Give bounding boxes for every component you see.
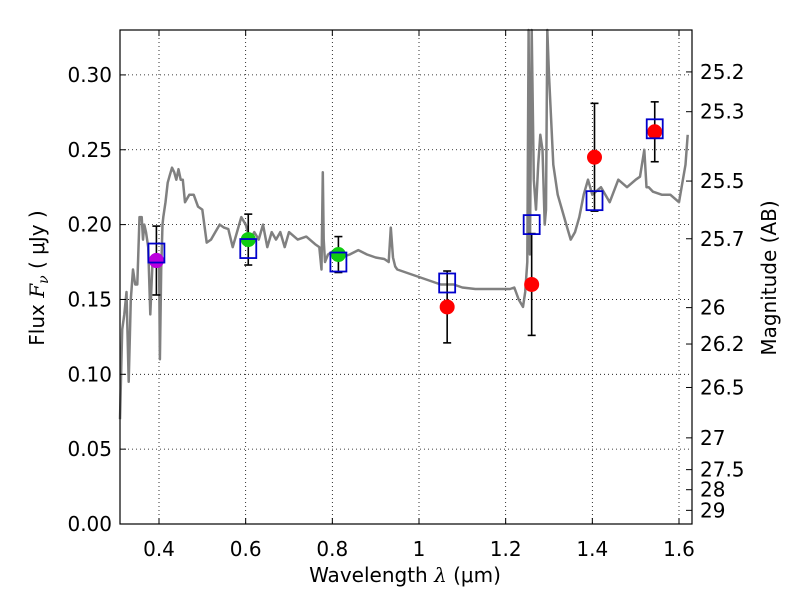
x-tick-label: 1	[413, 537, 426, 561]
model-square	[522, 214, 541, 236]
x-tick-label: 1.4	[576, 537, 608, 561]
right-tick-label: 27.5	[700, 458, 745, 482]
right-tick-label: 27	[700, 426, 725, 450]
model-squares-layer	[147, 118, 664, 294]
y-axis-ticks: 0.00 0.05 0.10 0.15 0.20 0.25 0.30	[67, 63, 126, 536]
right-tick-label: 29	[700, 498, 725, 522]
right-tick-label: 25.5	[700, 169, 745, 193]
right-tick-label: 28	[700, 478, 725, 502]
errorbar-layer	[152, 101, 659, 344]
model-square	[645, 118, 664, 140]
model-square	[585, 190, 604, 212]
x-tick-label: 0.4	[143, 537, 175, 561]
plot-frame	[119, 29, 693, 525]
right-tick-label: 25.2	[700, 60, 745, 84]
model-spectrum-line	[118, 28, 689, 420]
model-square	[438, 272, 457, 294]
x-tick-label: 0.8	[316, 537, 348, 561]
y-tick-label: 0.05	[67, 437, 112, 461]
y-tick-label: 0.25	[67, 138, 112, 162]
x-axis-ticks: 0.4 0.6 0.8 1 1.2 1.4 1.6	[143, 30, 695, 561]
y-tick-label: 0.00	[67, 512, 112, 536]
x-axis-title: Wavelength λ (μm)	[309, 563, 501, 587]
y-axis-title: Flux Fν ( μJy )	[25, 210, 52, 345]
right-tick-label: 26.2	[700, 332, 745, 356]
data-point	[647, 124, 663, 140]
model-square	[239, 238, 258, 259]
data-point	[148, 253, 164, 269]
right-tick-label: 26.5	[700, 375, 745, 399]
y-tick-label: 0.15	[67, 287, 112, 311]
right-tick-label: 25.3	[700, 100, 745, 124]
data-point	[587, 149, 602, 165]
y-tick-label: 0.10	[67, 362, 112, 386]
x-tick-label: 0.6	[230, 537, 262, 561]
right-axis-title: Magnitude (AB)	[757, 200, 781, 355]
model-spectrum-layer	[118, 28, 689, 420]
data-point	[524, 276, 540, 292]
y-tick-label: 0.20	[67, 213, 112, 237]
model-square	[147, 242, 166, 264]
x-tick-label: 1.6	[663, 537, 695, 561]
y-tick-label: 0.30	[67, 63, 112, 87]
data-point	[439, 299, 455, 315]
right-tick-label: 26	[700, 296, 725, 320]
observed-points-layer	[148, 124, 663, 315]
grid-lines	[120, 30, 692, 525]
model-square	[329, 251, 348, 273]
data-point	[330, 247, 346, 263]
x-tick-label: 1.2	[490, 537, 522, 561]
right-tick-label: 25.7	[700, 227, 745, 251]
